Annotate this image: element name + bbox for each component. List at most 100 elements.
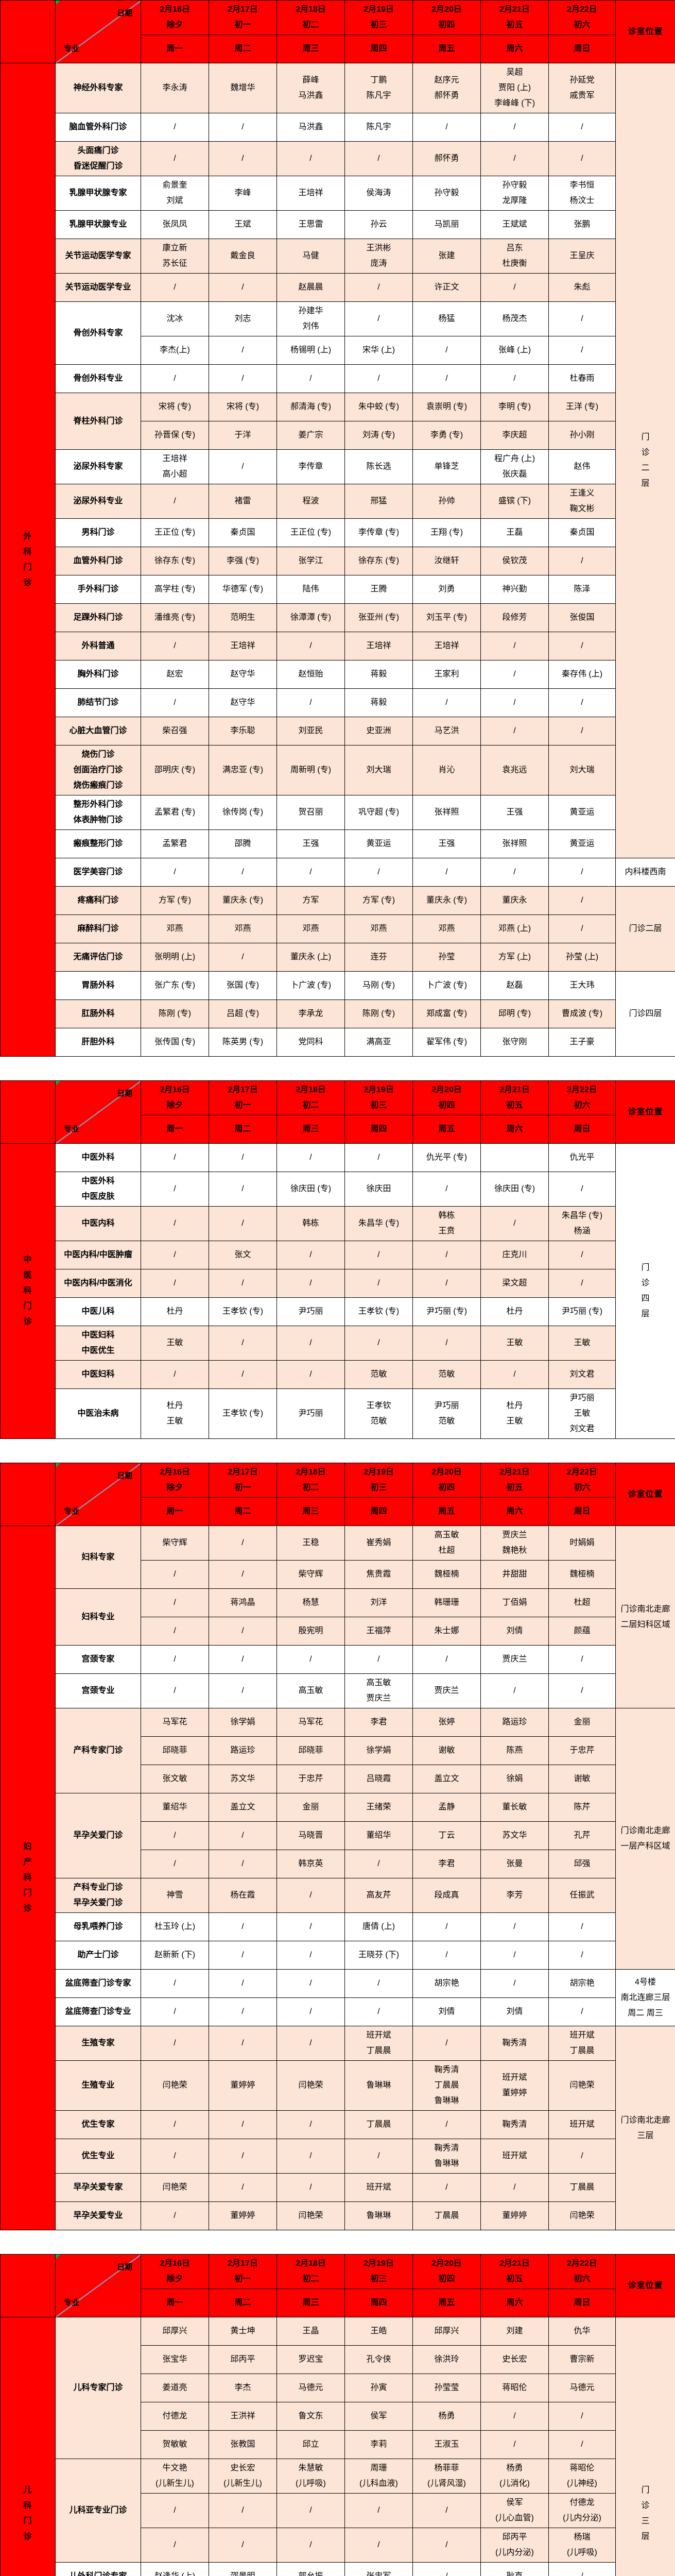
schedule-cell: 王强 (412, 829, 481, 858)
schedule-cell: 郭允振 (276, 2562, 345, 2576)
schedule-row: 盆底筛查门诊专家 / / / / 胡宗艳 / 胡宗艳 4号楼 南北连廊三层 周二 周三 (1, 1969, 675, 2026)
schedule-cell: 高学柱 (专) (141, 575, 209, 604)
schedule-cell: / (344, 141, 413, 176)
row-label: 胃肠外科 (55, 971, 141, 1000)
date-header: 2月18日 初二 (276, 2254, 345, 2289)
schedule-cell: 孙小刚 (548, 421, 616, 450)
date-header: 2月17日 初一 (209, 0, 277, 35)
schedule-cell: 陈刚 (专) (141, 999, 209, 1028)
schedule-cell: / (276, 1143, 345, 1172)
schedule-cell: 杨勇 (412, 2402, 481, 2431)
schedule-cell: 柴召强 (141, 717, 209, 745)
date-header: 2月19日 初三 (344, 1080, 413, 1115)
schedule-cell: 王强 (276, 829, 345, 858)
schedule-cell: 孙守毅 (412, 176, 481, 211)
row-label: 乳腺甲状腺专家 (55, 176, 141, 211)
row-label: 疼痛科门诊 (55, 886, 141, 915)
schedule-cell: 仇华 (548, 2317, 616, 2346)
schedule-cell: / (276, 364, 345, 393)
schedule-cell: 陈长选 (344, 449, 413, 484)
schedule-row: 烧伤门诊 创面治疗门诊 烧伤瘢痕门诊 邵明庆 (专) 满忠亚 (专) 周新明 (专) 刘… (1, 745, 675, 795)
weekday-header: 周日 (548, 35, 616, 63)
schedule-cell: 郝清海 (专) (276, 393, 345, 421)
schedule-cell: 史长宏 (480, 2345, 549, 2374)
schedule-row: 疼痛科门诊 方军 (专) 董庆永 (专) 方军 方军 (专) 董庆永 (专) 董庆永 / 门诊二… (1, 886, 675, 972)
schedule-cell: 班开斌 (480, 2139, 549, 2174)
row-label: 肛肠外科 (55, 999, 141, 1028)
schedule-cell: 董绍华 (344, 1821, 413, 1850)
schedule-cell: / (276, 1878, 345, 1913)
schedule-cell: 袁兆远 (480, 745, 549, 795)
schedule-cell: / (480, 717, 549, 745)
header-row-weekdays: 周一 周二 周三 周四 周五 周六 周日 (1, 1115, 675, 1144)
row-label: 麻醉科门诊 (55, 914, 141, 943)
schedule-cell: 汝继轩 (412, 547, 481, 575)
date-text: 2月19日 (364, 1468, 394, 1477)
row-label: 中医外科 中医皮肤 (55, 1172, 141, 1207)
schedule-row: 中医儿科 杜丹 王孝钦 (专) 尹巧丽 王孝钦 (专) 尹巧丽 (专) 杜丹 尹巧丽 (专) (1, 1297, 675, 1326)
schedule-cell: 邢猛 (344, 484, 413, 519)
row-label: 关节运动医学专家 (55, 239, 141, 274)
schedule-cell: 马凯丽 (412, 210, 481, 239)
department-label: 中 医 科 门 诊 (0, 1143, 56, 1439)
festival-text: 初二 (302, 21, 319, 29)
row-label: 足踝外科门诊 (55, 603, 141, 632)
row-label: 产科专业门诊 早孕关爱门诊 (55, 1878, 141, 1913)
schedule-cell: 鲁琳琳 (344, 2060, 413, 2111)
schedule-cell: 赵伟 (548, 449, 616, 484)
schedule-cell: 陈泽 (548, 575, 616, 604)
date-header: 2月21日 初五 (480, 1080, 549, 1115)
location-header: 诊室位置 (615, 0, 675, 63)
schedule-cell: 丁云 (412, 1821, 481, 1850)
schedule-row: 宫颈专家 / / / / / 贾庆兰 / (1, 1645, 675, 1674)
schedule-cell: 陆伟 (276, 575, 345, 604)
schedule-cell: 张凤凤 (141, 210, 209, 239)
schedule-cell: 邱明 (专) (480, 999, 549, 1028)
schedule-cell: 时娟娟 (548, 1526, 616, 1561)
schedule-cell: / (344, 1997, 413, 2026)
schedule-row: 早孕关爱专业 / 董婷婷 闫艳荣 鲁琳琳 丁晨晨 董婷婷 闫艳荣 (1, 2201, 675, 2230)
schedule-cell: 贾庆兰 (480, 1645, 549, 1674)
schedule-cell: 谢敏 (412, 1736, 481, 1765)
red-strip-header (0, 1080, 56, 1144)
row-label: 早孕关爱门诊 (55, 1793, 141, 1878)
schedule-cell: / (141, 1560, 209, 1589)
schedule-cell: 许正文 (412, 273, 481, 302)
schedule-row: 乳腺甲状腺专业 张凤凤 王斌 王思雷 孙云 马凯丽 王斌斌 张鹏 (1, 210, 675, 239)
schedule-cell: / (141, 141, 209, 176)
schedule-cell: / (548, 2139, 616, 2174)
corner-date-label: 日期 (116, 2263, 132, 2272)
schedule-cell: 史长宏 (儿新生儿) (209, 2459, 277, 2494)
schedule-cell: 马健 (276, 239, 345, 274)
location-header: 诊室位置 (615, 1080, 675, 1144)
date-header: 2月16日 除夕 (141, 2254, 209, 2289)
schedule-cell: / (141, 1360, 209, 1389)
schedule-cell: 鞠秀清 (480, 2026, 549, 2061)
location-cell: 门 诊 三 层 (615, 2317, 675, 2576)
row-label: 瘢痕整形门诊 (55, 829, 141, 858)
schedule-cell: 褚雷 (209, 484, 277, 519)
date-header: 2月22日 初六 (548, 1080, 616, 1115)
schedule-cell: 朱昌华 (专) (344, 1206, 413, 1241)
location-cell: 门诊南北走廊一层产科区域 (615, 1708, 675, 1970)
schedule-cell: 胡宗艳 (548, 1969, 616, 1998)
schedule-cell: 赵守华 (209, 688, 277, 717)
weekday-header: 周日 (548, 2289, 616, 2317)
schedule-row: / / 韩京英 / 李君 张曼 邱强 (1, 1850, 675, 1878)
schedule-cell: 耿直 (480, 2562, 549, 2576)
schedule-cell: 宋华 (上) (344, 336, 413, 365)
schedule-cell: 侯钦茂 (480, 547, 549, 575)
row-label: 中医内科 (55, 1206, 141, 1241)
schedule-cell: 谢敏 (548, 1765, 616, 1793)
festival-text: 初三 (370, 21, 387, 29)
schedule-cell: / (548, 1941, 616, 1970)
schedule-row: 宫颈专业 / / 高玉敏 高玉敏 贾庆兰 贾庆兰 / / (1, 1673, 675, 1708)
schedule-row: / / 马晓晋 董绍华 丁云 苏文华 孔芹 (1, 1821, 675, 1850)
schedule-row: 儿科亚专业门诊 牛文艳 (儿新生儿) 史长宏 (儿新生儿) 朱慧敏 (儿呼吸) 周珊 (… (1, 2459, 675, 2563)
schedule-cell: / (209, 943, 277, 972)
corner-header: 日期 专业 (55, 2254, 141, 2317)
schedule-cell: 丁佰娟 (480, 1588, 549, 1617)
corner-header: 日期 专业 (55, 1080, 141, 1144)
schedule-cell: / (209, 2026, 277, 2061)
row-label: 中医内科/中医消化 (55, 1269, 141, 1298)
